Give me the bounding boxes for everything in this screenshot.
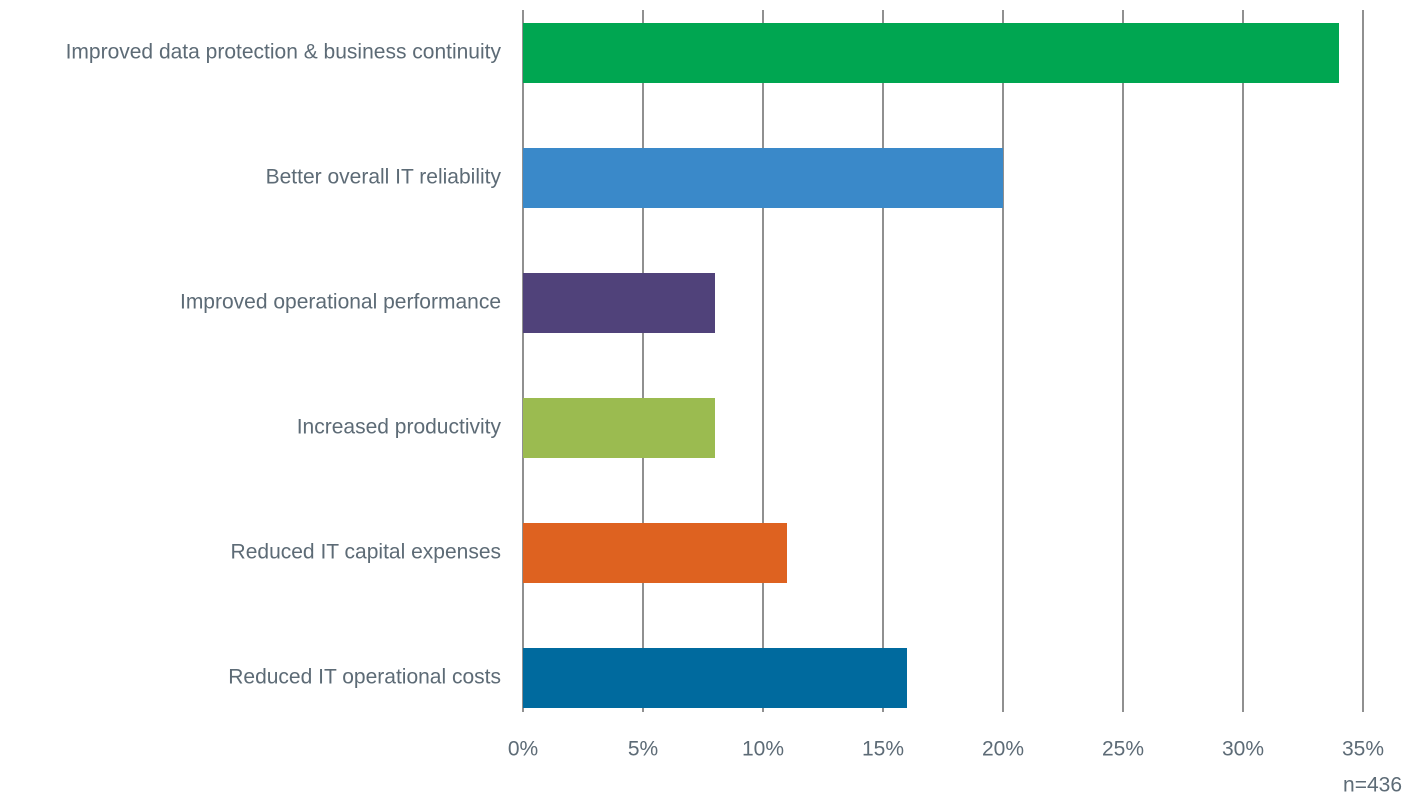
- y-tick-label: Improved data protection & business cont…: [66, 41, 502, 64]
- y-tick-label: Increased productivity: [297, 416, 502, 439]
- bar: [523, 273, 715, 333]
- x-tick-label: 35%: [1342, 738, 1384, 761]
- y-tick-label: Improved operational performance: [180, 291, 501, 314]
- bar: [523, 148, 1003, 208]
- bar: [523, 23, 1339, 83]
- x-tick-label: 30%: [1222, 738, 1264, 761]
- x-tick-label: 25%: [1102, 738, 1144, 761]
- bar: [523, 648, 907, 708]
- x-tick-label: 10%: [742, 738, 784, 761]
- x-tick-label: 20%: [982, 738, 1024, 761]
- x-tick-label: 15%: [862, 738, 904, 761]
- bar: [523, 398, 715, 458]
- x-tick-label: 0%: [508, 738, 538, 761]
- y-tick-label: Reduced IT operational costs: [228, 666, 501, 689]
- sample-note: n=436: [1343, 774, 1402, 797]
- bar: [523, 523, 787, 583]
- y-tick-label: Reduced IT capital expenses: [231, 541, 501, 564]
- x-tick-label: 5%: [628, 738, 658, 761]
- y-tick-label: Better overall IT reliability: [266, 166, 502, 189]
